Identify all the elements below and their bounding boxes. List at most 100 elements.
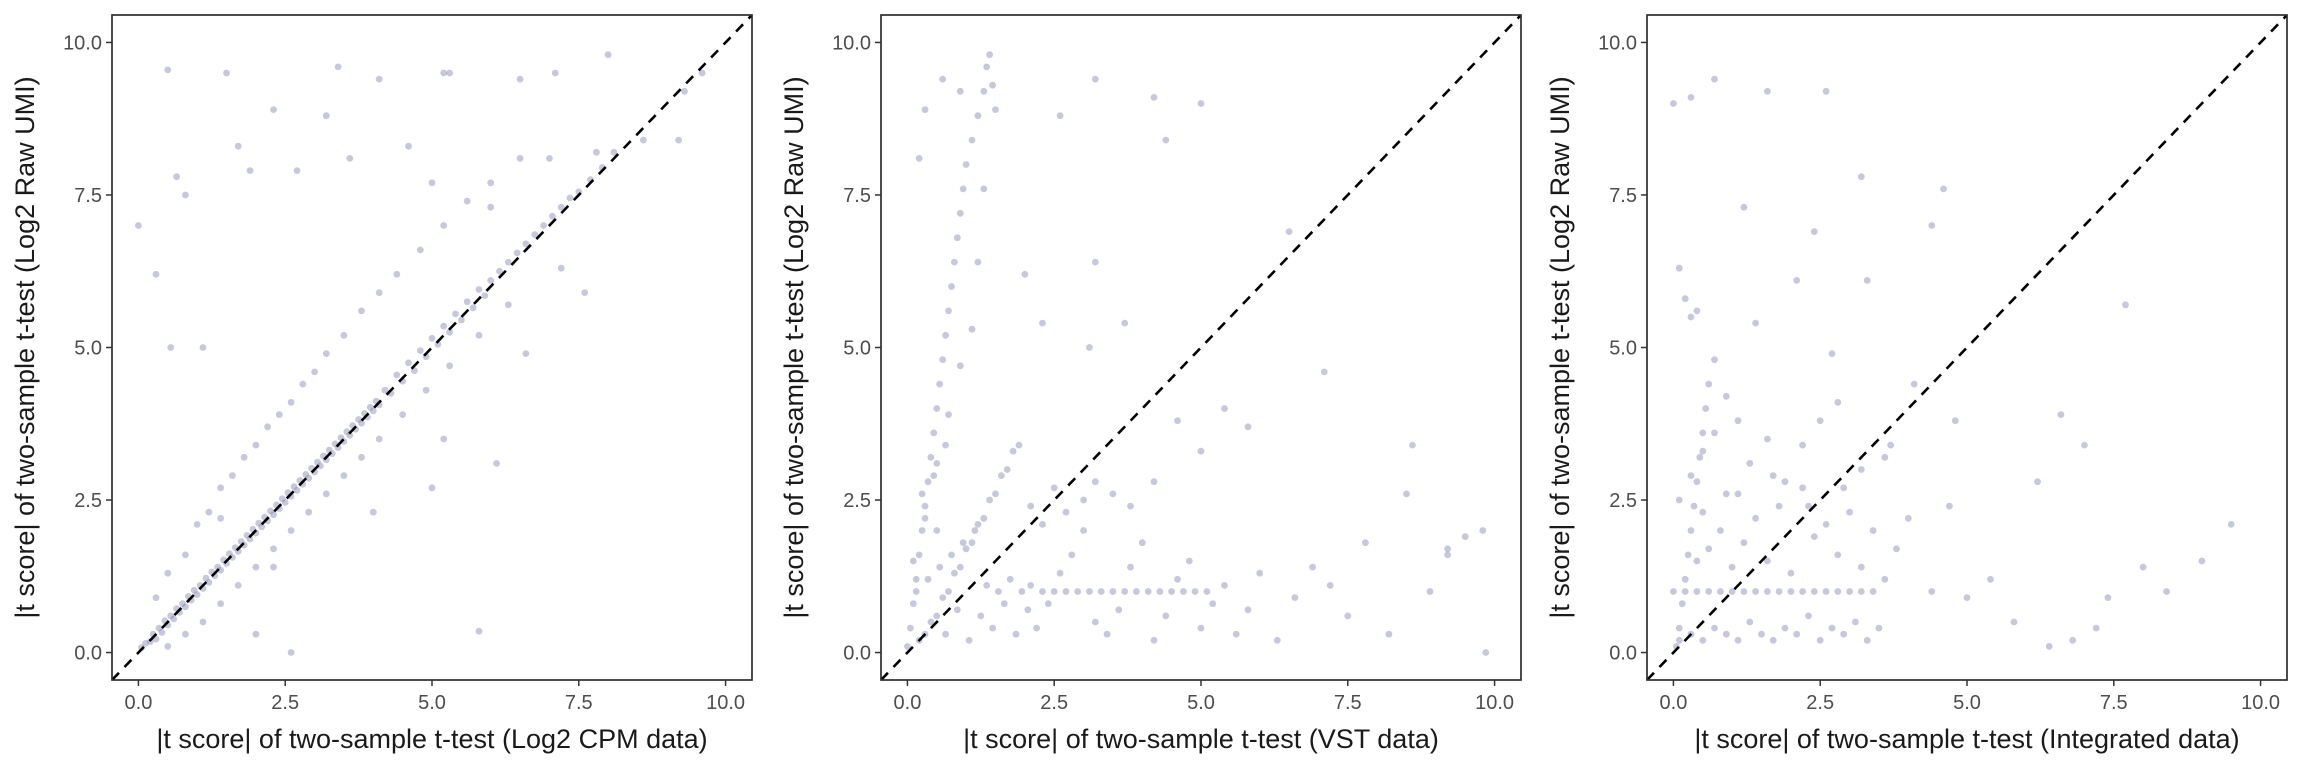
scatter-point <box>1444 545 1451 553</box>
scatter-point <box>936 380 944 388</box>
scatter-point <box>246 535 254 543</box>
scatter-point <box>1775 588 1783 595</box>
scatter-point <box>1362 539 1369 547</box>
scatter-point <box>1027 582 1035 589</box>
scatter-point <box>1039 588 1046 595</box>
scatter-point <box>698 69 706 77</box>
scatter-point <box>1086 344 1093 351</box>
scatter-point <box>1834 588 1842 595</box>
scatter-point <box>1846 588 1853 595</box>
scatter-point <box>522 240 530 248</box>
scatter-point <box>2227 521 2235 528</box>
scatter-point <box>399 411 406 418</box>
scatter-point <box>1904 514 1912 522</box>
scatter-point <box>428 484 436 492</box>
scatter-point <box>1687 313 1695 321</box>
scatter-point <box>640 136 647 144</box>
scatter-point <box>1834 551 1842 559</box>
scatter-point <box>924 575 932 583</box>
scatter-point <box>205 508 213 516</box>
scatter-point <box>2139 563 2147 571</box>
scatter-point <box>1461 533 1469 540</box>
y-tick-label: 0.0 <box>74 643 102 665</box>
scatter-point <box>375 289 383 296</box>
scatter-point <box>2122 301 2129 309</box>
scatter-point <box>2081 441 2088 449</box>
scatter-point <box>182 551 189 559</box>
scatter-point <box>1678 600 1686 608</box>
scatter-point <box>1687 472 1695 479</box>
scatter-point <box>164 643 172 650</box>
scatter-point <box>909 557 917 565</box>
scatter-point <box>971 527 979 534</box>
scatter-point <box>223 69 230 77</box>
scatter-point <box>1062 508 1070 516</box>
scatter-point <box>1168 588 1175 595</box>
scatter-point <box>369 508 377 516</box>
y-tick-label: 7.5 <box>1609 185 1637 207</box>
scatter-point <box>193 591 201 598</box>
scatter-point <box>1799 588 1806 595</box>
scatter-point <box>1086 588 1093 595</box>
scatter-point <box>1822 521 1830 528</box>
scatter-point <box>322 490 330 498</box>
scatter-point <box>302 471 310 478</box>
scatter-point <box>924 478 932 486</box>
scatter-point <box>311 368 318 376</box>
scatter-point <box>1068 551 1076 559</box>
scatter-point <box>921 106 929 113</box>
scatter-point <box>1244 606 1252 614</box>
scatter-point <box>158 629 166 636</box>
scatter-point <box>956 362 964 370</box>
scatter-point <box>2010 618 2018 626</box>
scatter-point <box>428 179 436 187</box>
scatter-point <box>1711 429 1718 437</box>
scatter-point <box>974 258 982 266</box>
scatter-point <box>1021 270 1029 278</box>
scatter-point <box>1684 551 1692 559</box>
scatter-point <box>1174 575 1181 583</box>
scatter-point <box>214 563 222 571</box>
scatter-point <box>1764 435 1771 443</box>
scatter-point <box>904 643 911 650</box>
scatter-point <box>487 203 495 211</box>
scatter-point <box>496 267 503 275</box>
scatter-point <box>487 179 495 187</box>
scatter-point <box>1197 624 1205 632</box>
scatter-point <box>956 563 964 571</box>
scatter-point <box>557 264 565 272</box>
scatter-point <box>255 519 263 527</box>
scatter-point <box>190 586 198 594</box>
scatter-point <box>1209 600 1217 608</box>
scatter-point <box>1857 173 1865 181</box>
scatter-point <box>1764 557 1771 565</box>
scatter-point <box>1018 588 1026 595</box>
scatter-point <box>2092 624 2100 632</box>
scatter-point <box>1050 484 1058 492</box>
y-tick-label: 5.0 <box>843 338 871 360</box>
scatter-point <box>252 441 260 449</box>
scatter-point <box>995 588 1002 595</box>
scatter-point <box>912 575 920 583</box>
scatter-point <box>927 618 935 626</box>
reference-line <box>112 15 752 680</box>
scatter-point <box>487 277 495 284</box>
scatter-point <box>278 495 286 503</box>
scatter-point <box>980 514 988 522</box>
scatter-point <box>1717 588 1724 595</box>
scatter-point <box>270 106 277 113</box>
scatter-point <box>1033 624 1040 632</box>
scatter-point <box>1702 405 1710 412</box>
scatter-point <box>1893 545 1900 553</box>
scatter-point <box>358 307 365 315</box>
scatter-point <box>428 334 436 342</box>
scatter-point <box>942 331 949 339</box>
x-axis-title: |t score| of two-sample t-test (Log2 CPM… <box>156 724 707 754</box>
scatter-point <box>566 194 574 202</box>
scatter-point <box>1951 417 1959 425</box>
scatter-point <box>493 460 500 467</box>
scatter-panel-3: 0.0 2.5 5.0 7.5 10.00.02.55.07.510.0|t score… <box>1545 14 2288 754</box>
scatter-point <box>287 399 295 406</box>
scatter-point <box>167 344 175 351</box>
scatter-point <box>1109 490 1117 498</box>
